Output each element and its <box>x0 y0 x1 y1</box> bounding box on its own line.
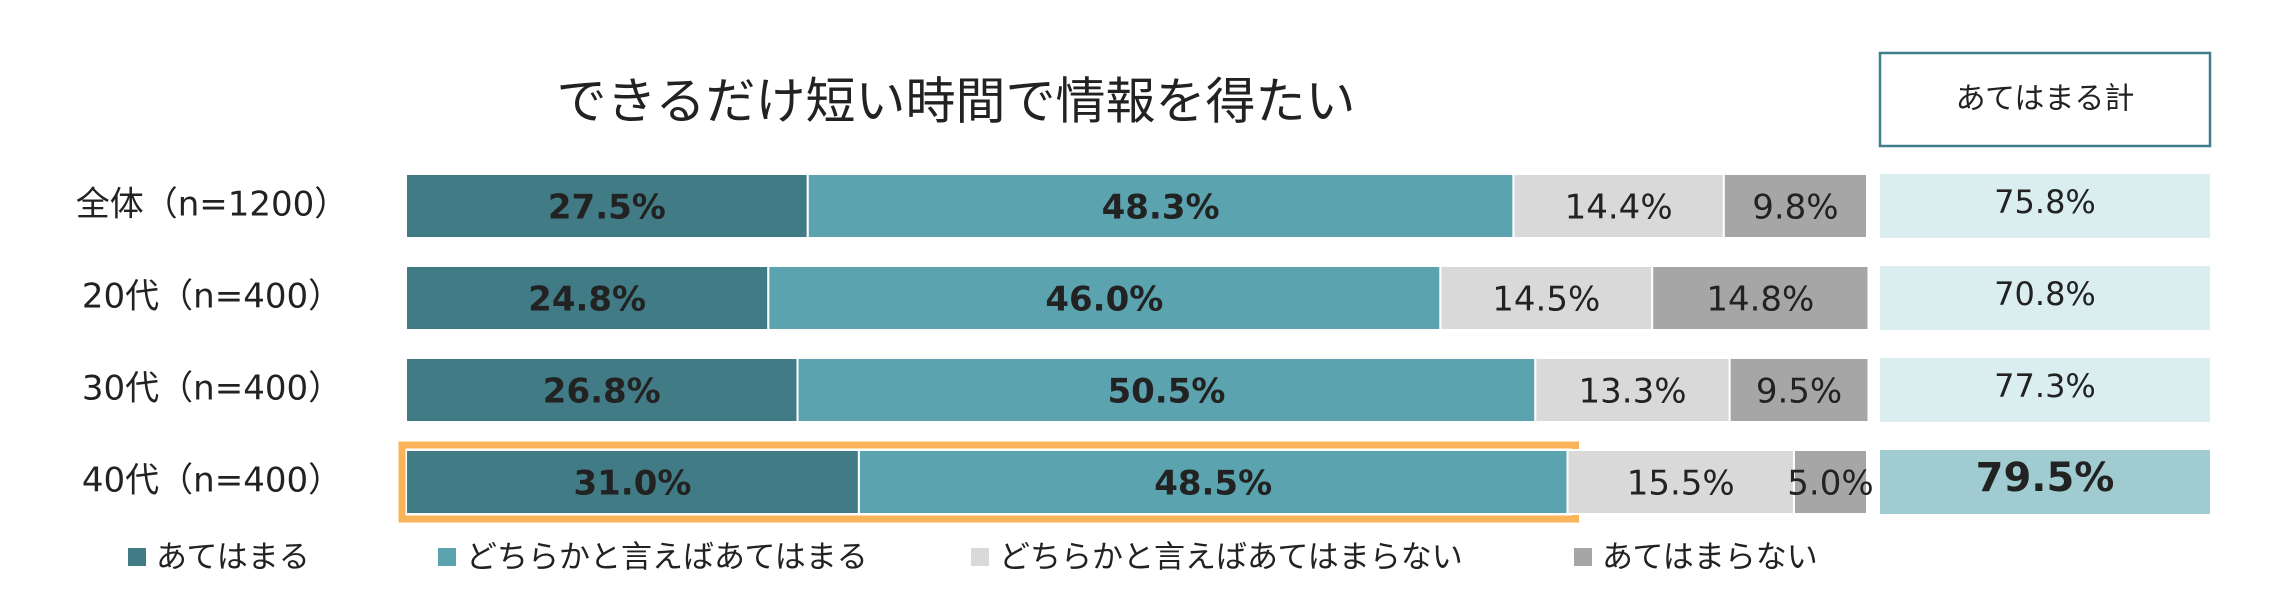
bar-segment <box>1439 265 1654 331</box>
legend-label: どちらかと言えばあてはまらない <box>999 540 1463 576</box>
category-label: 30代（n=400） <box>82 369 342 409</box>
value-label: 26.8% <box>543 372 661 412</box>
value-label: 14.5% <box>1492 280 1600 320</box>
bar-segment <box>1728 357 1870 423</box>
value-label: 48.3% <box>1102 188 1220 228</box>
total-cell <box>1880 450 2210 514</box>
value-label: 48.5% <box>1154 464 1272 504</box>
value-label: 46.0% <box>1045 280 1163 320</box>
category-label: 20代（n=400） <box>82 277 342 317</box>
legend-swatch <box>971 548 989 566</box>
total-header: あてはまる計 <box>1956 82 2135 117</box>
bar-segment <box>806 173 1515 239</box>
total-header-box <box>1878 51 2212 148</box>
category-label: 全体（n=1200） <box>76 185 349 225</box>
bar-segment <box>405 173 809 239</box>
total-label: 79.5% <box>1976 455 2115 501</box>
legend-swatch <box>438 548 456 566</box>
legend-label: どちらかと言えばあてはまる <box>466 540 868 576</box>
value-label: 27.5% <box>548 188 666 228</box>
total-cell <box>1880 174 2210 238</box>
value-label: 31.0% <box>573 464 691 504</box>
total-label: 75.8% <box>1994 183 2096 221</box>
value-label: 5.0% <box>1787 464 1873 504</box>
value-label: 9.5% <box>1756 372 1842 412</box>
value-label: 15.5% <box>1627 464 1735 504</box>
bar-segment <box>1651 265 1870 331</box>
bar-segment <box>405 357 799 423</box>
bar-segment <box>1722 173 1869 239</box>
value-label: 13.3% <box>1579 372 1687 412</box>
bar-segment <box>796 357 1537 423</box>
legend-label: あてはまる <box>156 540 310 576</box>
total-cell <box>1880 358 2210 422</box>
value-label: 50.5% <box>1107 372 1225 412</box>
chart-title: できるだけ短い時間で情報を得たい <box>557 73 1356 131</box>
bar-segment <box>857 449 1569 515</box>
legend-label: あてはまらない <box>1602 540 1818 576</box>
bar-segment <box>1566 449 1795 515</box>
value-label: 14.8% <box>1706 280 1814 320</box>
total-label: 77.3% <box>1994 367 2096 405</box>
value-label: 24.8% <box>528 280 646 320</box>
total-label: 70.8% <box>1994 275 2096 313</box>
value-label: 14.4% <box>1565 188 1673 228</box>
legend-swatch <box>1574 548 1592 566</box>
bar-segment <box>1792 449 1868 515</box>
value-label: 9.8% <box>1752 188 1838 228</box>
total-cell <box>1880 266 2210 330</box>
legend-swatch <box>128 548 146 566</box>
bar-segment <box>405 265 770 331</box>
bar-segment <box>1534 357 1731 423</box>
category-label: 40代（n=400） <box>82 461 342 501</box>
